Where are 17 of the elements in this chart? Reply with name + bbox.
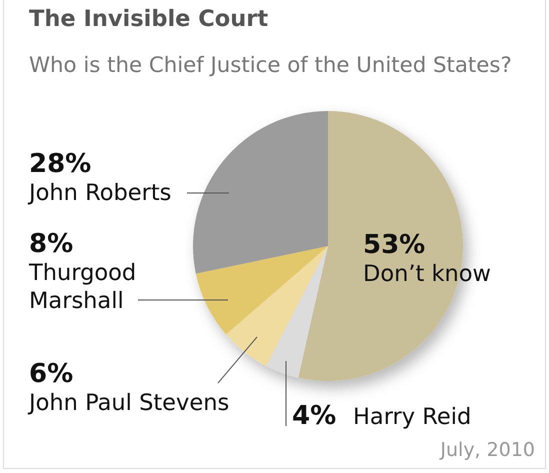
data-label: 28% (29, 149, 92, 179)
data-label: 53% (363, 230, 426, 260)
chart-subtitle: Who is the Chief Justice of the United States? (29, 53, 512, 78)
text: July, 2010 (439, 439, 535, 461)
slice-label: John Paul Stevens (27, 390, 230, 416)
chart-title: The Invisible Court (29, 6, 268, 32)
pie-slice (226, 246, 328, 366)
pie-slice (266, 246, 328, 378)
slice-label: John Roberts (27, 180, 172, 206)
data-label: 6% (29, 359, 74, 389)
data-label: 4% (292, 401, 336, 431)
slice-label: Thurgood Marshall (28, 260, 136, 314)
pie-slice (196, 246, 328, 334)
data-label: 8% (29, 229, 74, 259)
pie-slice (193, 111, 328, 274)
slice-label: Don’t know (363, 261, 491, 287)
slice-label: Harry Reid (353, 404, 472, 430)
